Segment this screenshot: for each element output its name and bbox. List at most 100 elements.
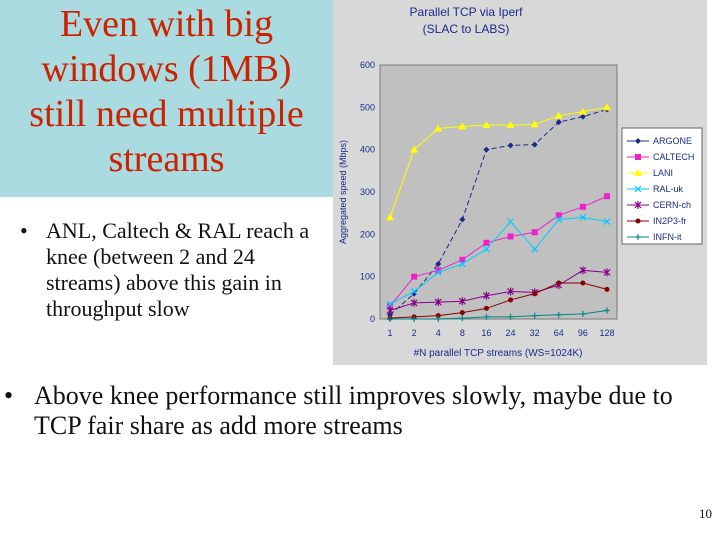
legend-label: IN2P3-fr	[653, 216, 687, 226]
legend-label: CERN-ch	[653, 200, 691, 210]
bullet-list-secondary: • Above knee performance still improves …	[4, 381, 714, 441]
series-line	[389, 106, 608, 218]
list-item: • Above knee performance still improves …	[4, 381, 714, 441]
data-point	[604, 286, 610, 292]
data-point	[531, 141, 538, 148]
data-point	[507, 142, 514, 149]
title-line: still need multiple	[29, 93, 304, 135]
data-point	[459, 216, 466, 223]
legend-item: IN2P3-fr	[627, 216, 687, 226]
data-point	[508, 297, 514, 303]
bullet-list-primary: • ANL, Caltech & RAL reach a knee (betwe…	[20, 218, 320, 322]
data-point	[634, 185, 642, 193]
legend-item: INFN-it	[627, 232, 682, 242]
series-line	[389, 108, 608, 316]
y-tick-label: 500	[360, 102, 375, 112]
data-point	[579, 213, 587, 221]
data-point	[634, 201, 642, 209]
data-point	[410, 298, 418, 307]
data-point	[579, 266, 587, 275]
data-point	[507, 313, 514, 320]
data-point	[483, 245, 490, 253]
data-point	[435, 260, 442, 267]
data-point	[507, 218, 514, 226]
data-point	[635, 218, 641, 224]
data-point	[410, 145, 419, 153]
y-tick-label: 300	[360, 187, 375, 197]
data-point	[459, 256, 466, 263]
bullet-text: Above knee performance still improves sl…	[34, 381, 673, 440]
chart-title: Parallel TCP via Iperf	[410, 5, 524, 19]
data-point	[579, 113, 586, 120]
x-tick-label: 4	[436, 328, 441, 338]
x-tick-labels: 1 2 4 8 16 24 32 64 96 128	[387, 328, 614, 338]
title-line: streams	[108, 138, 225, 180]
data-point	[386, 306, 394, 315]
page-number: 10	[699, 506, 712, 521]
data-point	[603, 218, 611, 226]
data-point	[554, 111, 563, 119]
legend-item: LANI	[627, 168, 673, 178]
data-point	[555, 216, 563, 223]
data-point	[483, 239, 490, 246]
data-point	[410, 288, 418, 295]
data-point	[635, 154, 641, 160]
data-point	[532, 291, 538, 297]
data-point	[603, 268, 611, 277]
legend-item: RAL-uk	[627, 184, 684, 194]
y-tick-labels: 0 100 200 300 400 500 600	[360, 60, 375, 324]
data-point	[579, 310, 586, 317]
series-in2p3-fr	[387, 280, 610, 321]
data-point	[483, 313, 490, 320]
chart-panel: Parallel TCP via Iperf (SLAC to LABS) Ag…	[333, 0, 707, 365]
y-tick-label: 100	[360, 272, 375, 282]
data-point	[604, 307, 610, 314]
series-caltech	[387, 193, 610, 310]
legend-label: LANI	[653, 168, 673, 178]
series-line	[390, 310, 608, 320]
y-axis-label: Aggregated speed (Mbps)	[338, 140, 348, 244]
x-tick-label: 24	[506, 328, 516, 338]
data-point	[531, 245, 539, 253]
data-point	[506, 121, 515, 129]
data-point	[483, 291, 490, 300]
series-lines	[386, 103, 611, 322]
data-point	[507, 233, 514, 240]
data-point	[579, 203, 586, 210]
data-point	[434, 124, 443, 132]
data-point	[435, 316, 442, 322]
series-line	[389, 216, 608, 305]
legend-label: RAL-uk	[653, 184, 684, 194]
data-point	[634, 169, 642, 176]
x-tick-label: 32	[530, 328, 540, 338]
data-point	[435, 313, 441, 319]
data-point	[635, 138, 641, 144]
data-point	[411, 316, 418, 322]
data-point	[482, 121, 491, 129]
legend-label: INFN-it	[653, 232, 682, 242]
data-point	[411, 273, 418, 280]
data-point	[531, 312, 538, 319]
x-tick-label: 128	[599, 328, 614, 338]
data-point	[434, 269, 442, 276]
series-lani	[386, 103, 611, 221]
legend-label: CALTECH	[653, 152, 694, 162]
bullet-dot: •	[4, 381, 14, 410]
bullet-text: ANL, Caltech & RAL reach a knee (between…	[46, 218, 310, 321]
title-line: Even with big	[59, 3, 274, 45]
data-point	[555, 212, 562, 219]
title-box: Even with big windows (1MB) still need m…	[0, 0, 333, 197]
data-point	[458, 122, 467, 130]
x-tick-label: 2	[412, 328, 417, 338]
series-infn-it	[387, 307, 610, 322]
data-point	[459, 310, 465, 316]
x-tick-label: 64	[554, 328, 564, 338]
x-tick-label: 96	[578, 328, 588, 338]
plot-area	[379, 64, 618, 320]
data-point	[458, 260, 466, 268]
slide-title: Even with big windows (1MB) still need m…	[0, 2, 333, 182]
series-line	[389, 269, 608, 312]
data-point	[483, 146, 490, 153]
y-tick-label: 600	[360, 60, 375, 70]
data-point	[458, 297, 466, 306]
